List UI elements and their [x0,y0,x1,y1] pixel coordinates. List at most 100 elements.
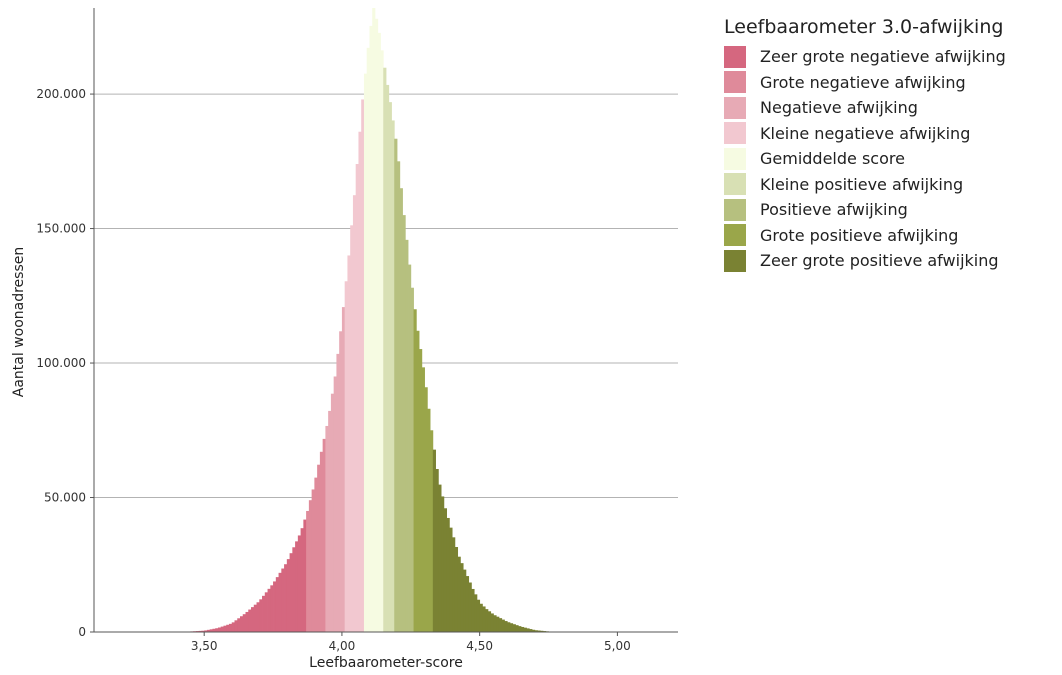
histogram-bar-99 [449,527,453,632]
legend-label-4: Gemiddelde score [760,149,905,169]
histogram-bar-118 [501,619,505,632]
histogram-bar-93 [432,449,436,632]
legend-item-3: Kleine negatieve afwijking [724,121,1006,147]
histogram-bar-92 [430,430,434,632]
histogram-bar-74 [380,50,384,633]
legend-label-7: Grote positieve afwijking [760,225,959,245]
histogram-bar-16 [220,626,224,632]
histogram-bar-38 [281,568,285,632]
histogram-bar-56 [330,393,335,632]
histogram-bar-88 [419,349,423,632]
histogram-bar-18 [226,624,230,632]
histogram-bar-91 [427,408,431,632]
histogram-bar-20 [231,622,235,632]
histogram-bar-117 [498,618,503,632]
histogram-bar-102 [457,556,461,632]
histogram-bar-90 [424,387,428,632]
histogram-bar-75 [383,67,387,633]
legend: Leefbaarometer 3.0-afwijking Zeer grote … [724,16,1006,274]
histogram-bar-31 [262,595,266,632]
histogram-bar-14 [215,628,219,632]
legend-label-2: Negatieve afwijking [760,98,918,118]
histogram-bar-22 [237,618,241,632]
histogram-bar-120 [507,622,511,632]
histogram-bar-28 [253,604,257,632]
histogram-bar-55 [328,410,332,632]
legend-item-4: Gemiddelde score [724,146,1006,172]
histogram-bar-48 [308,500,313,632]
histogram-bar-15 [217,627,222,632]
histogram-bar-119 [504,621,508,632]
histogram-bar-64 [352,195,357,632]
histogram-bar-10 [204,630,208,632]
histogram-bar-44 [297,535,302,632]
histogram-bar-46 [303,519,307,632]
histogram-bar-130 [534,630,538,632]
histogram-bar-69 [366,47,370,633]
histogram-bar-95 [438,484,442,632]
legend-swatch-0 [724,45,746,68]
histogram-bar-39 [284,564,288,632]
histogram-bar-36 [275,577,279,632]
histogram-bar-79 [394,138,398,633]
histogram-bar-45 [300,528,304,632]
histogram-bar-81 [399,188,403,632]
legend-label-6: Positieve afwijking [760,200,908,220]
histogram-bar-113 [487,611,492,632]
histogram-bar-122 [512,624,516,632]
histogram-bar-17 [223,625,227,632]
histogram-bar-112 [485,609,489,632]
histogram-bar-84 [408,264,412,632]
histogram-bar-24 [242,614,246,632]
histogram-bar-29 [256,602,260,632]
histogram-bar-59 [339,331,343,632]
histogram-bar-47 [306,510,310,632]
legend-items: Zeer grote negatieve afwijking Grote nega… [724,44,1006,274]
histogram-bars [176,8,563,633]
histogram-bar-43 [295,541,299,632]
histogram-bar-105 [465,576,470,632]
histogram-bar-124 [518,626,522,632]
histogram-bar-50 [314,477,318,632]
histogram-bar-51 [317,464,321,632]
histogram-bar-52 [319,451,324,632]
histogram-bar-12 [209,629,213,632]
histogram-bar-87 [416,330,420,632]
legend-swatch-2 [724,96,746,119]
tick-labels: 0 50.000 100.000 150.000 200.000 3,50 4,00 4,50… [36,87,630,653]
histogram-bar-57 [333,376,337,632]
histogram-bar-53 [322,438,326,632]
legend-swatch-6 [724,198,746,221]
histogram-bar-21 [234,620,238,632]
legend-label-3: Kleine negatieve afwijking [760,123,971,143]
histogram-bar-123 [515,625,519,632]
histogram-bar-71 [372,8,376,632]
histogram-bar-26 [248,609,252,632]
histogram-bar-121 [509,623,514,632]
histogram-bar-129 [532,629,536,632]
y-axis-title: Aantal woonadressen [11,247,27,398]
legend-item-2: Negatieve afwijking [724,95,1006,121]
histogram-bar-111 [482,606,486,632]
histogram-bar-73 [377,32,381,632]
histogram-bar-101 [454,547,459,632]
x-axis-title: Leefbaarometer-score [309,655,463,671]
x-tick-label-1: 4,00 [329,639,356,653]
legend-swatch-1 [724,71,746,94]
histogram-bar-107 [471,588,475,632]
histogram-bar-104 [463,569,467,632]
histogram-bar-65 [355,164,359,632]
legend-swatch-8 [724,249,746,272]
histogram-bar-83 [405,239,409,633]
histogram-bar-96 [441,496,445,632]
legend-item-0: Zeer grote negatieve afwijking [724,44,1006,70]
histogram-bar-62 [347,255,351,632]
histogram-bar-98 [446,517,450,632]
x-tick-label-3: 5,00 [604,639,631,653]
legend-label-1: Grote negatieve afwijking [760,72,966,92]
histogram-bar-35 [273,581,277,632]
histogram-bar-63 [350,225,354,632]
y-tick-label-3: 150.000 [36,222,86,236]
histogram-bar-106 [468,582,472,632]
